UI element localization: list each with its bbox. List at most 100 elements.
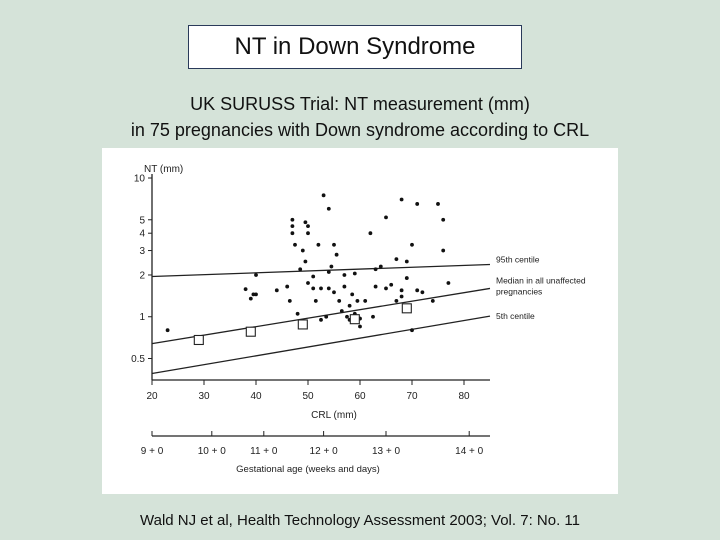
- data-point: [300, 248, 305, 253]
- data-point: [420, 290, 425, 295]
- data-point: [329, 264, 334, 269]
- data-point: [350, 292, 355, 297]
- data-point: [415, 202, 420, 206]
- data-point: [384, 215, 388, 220]
- data-point: [326, 286, 331, 291]
- data-point: [306, 231, 310, 236]
- data-point: [394, 299, 399, 303]
- data-point: [326, 206, 331, 211]
- x-tick-label: 70: [406, 391, 418, 402]
- gestational-tick-label: 13 + 0: [372, 446, 401, 457]
- data-point: [326, 270, 331, 274]
- data-point: [363, 299, 368, 303]
- gestational-tick-label: 12 + 0: [310, 446, 339, 457]
- slide-title: NT in Down Syndrome: [188, 25, 522, 69]
- x-axis-label: CRL (mm): [311, 410, 357, 421]
- data-point: [306, 224, 310, 229]
- data-point: [285, 284, 290, 289]
- data-point: [254, 273, 258, 277]
- data-point: [334, 252, 339, 257]
- data-point: [358, 324, 362, 329]
- data-point: [339, 309, 344, 313]
- median-marker: [193, 334, 204, 346]
- data-point: [399, 294, 404, 299]
- data-point: [342, 273, 347, 277]
- data-point: [337, 299, 342, 303]
- data-point: [293, 242, 297, 247]
- data-point: [410, 242, 414, 247]
- data-point: [243, 287, 248, 292]
- data-point: [345, 314, 349, 319]
- median-marker: [401, 303, 412, 314]
- x-tick-label: 80: [458, 391, 470, 402]
- gestational-axis-label: Gestational age (weeks and days): [236, 464, 380, 475]
- citation: Wald NJ et al, Health Technology Assessm…: [140, 512, 580, 529]
- data-point: [399, 197, 404, 202]
- data-point: [389, 282, 394, 287]
- slide-subtitle-line2: in 75 pregnancies with Down syndrome acc…: [130, 120, 590, 140]
- y-tick-label: 1: [139, 312, 145, 323]
- median-marker: [245, 326, 256, 337]
- y-axis-label: NT (mm): [144, 164, 183, 175]
- reference-line-5th-centile: [151, 315, 491, 375]
- data-point: [436, 202, 440, 206]
- gestational-tick-label: 10 + 0: [198, 446, 227, 457]
- data-point: [303, 220, 308, 225]
- data-point: [332, 290, 336, 295]
- data-point: [290, 217, 295, 222]
- data-point: [251, 292, 256, 297]
- gestational-tick-label: 11 + 0: [250, 446, 278, 457]
- data-point: [394, 257, 399, 262]
- label-median-line2: pregnancies: [496, 286, 542, 296]
- data-point: [321, 193, 326, 198]
- label-median-line1: Median in all unaffected: [496, 275, 586, 285]
- median-marker: [297, 319, 308, 330]
- labels-layer: 95th centile Median in all unaffectedpreg…: [496, 254, 586, 321]
- label-5th-centile: 5th centile: [496, 311, 535, 321]
- nt-crl-figure: 10 5 4 3 2 1 0.5 NT (mm) 20 30 40 50 60 70 80 CRL (mm) 9…: [102, 148, 618, 494]
- median-markers-layer: [193, 303, 412, 346]
- y-tick-label: 0.5: [131, 354, 145, 365]
- data-point: [290, 224, 295, 229]
- gestational-tick-label: 9 + 0: [141, 446, 164, 457]
- data-point: [410, 328, 414, 333]
- data-point: [319, 286, 323, 291]
- data-point: [274, 288, 279, 293]
- data-point: [404, 259, 409, 264]
- data-point: [254, 292, 258, 297]
- data-point: [324, 314, 329, 319]
- data-point: [399, 288, 404, 293]
- gestational-tick-label: 14 + 0: [455, 446, 484, 457]
- data-point: [430, 299, 435, 303]
- reference-lines-layer: [151, 263, 491, 375]
- y-tick-label: 2: [139, 270, 145, 281]
- y-tick-label: 4: [139, 229, 145, 240]
- axes-layer: 10 5 4 3 2 1 0.5 NT (mm) 20 30 40 50 60 70 80 CRL (mm) 9…: [131, 164, 490, 475]
- data-point: [342, 284, 347, 289]
- data-point: [295, 311, 300, 316]
- y-tick-label: 10: [134, 174, 146, 185]
- data-point: [384, 286, 388, 291]
- x-tick-label: 60: [354, 391, 366, 402]
- data-points-layer: [165, 193, 451, 333]
- data-point: [404, 276, 409, 280]
- data-point: [287, 299, 292, 303]
- y-tick-label: 5: [139, 215, 145, 226]
- reference-line-median: [151, 287, 491, 345]
- data-point: [316, 242, 321, 247]
- median-marker: [349, 314, 360, 325]
- data-point: [441, 248, 446, 253]
- data-point: [248, 296, 253, 301]
- x-tick-label: 20: [146, 391, 158, 402]
- data-point: [319, 317, 323, 322]
- x-tick-label: 50: [302, 391, 314, 402]
- data-point: [313, 299, 318, 303]
- slide-subtitle-line1: UK SURUSS Trial: NT measurement (mm): [190, 94, 530, 114]
- nt-scatter-chart: 10 5 4 3 2 1 0.5 NT (mm) 20 30 40 50 60 70 80 CRL (mm) 9…: [131, 164, 586, 475]
- data-point: [371, 314, 375, 319]
- data-point: [332, 242, 336, 247]
- data-point: [373, 284, 378, 289]
- reference-line-95th-centile: [151, 263, 491, 278]
- data-point: [290, 231, 295, 236]
- data-point: [306, 281, 310, 285]
